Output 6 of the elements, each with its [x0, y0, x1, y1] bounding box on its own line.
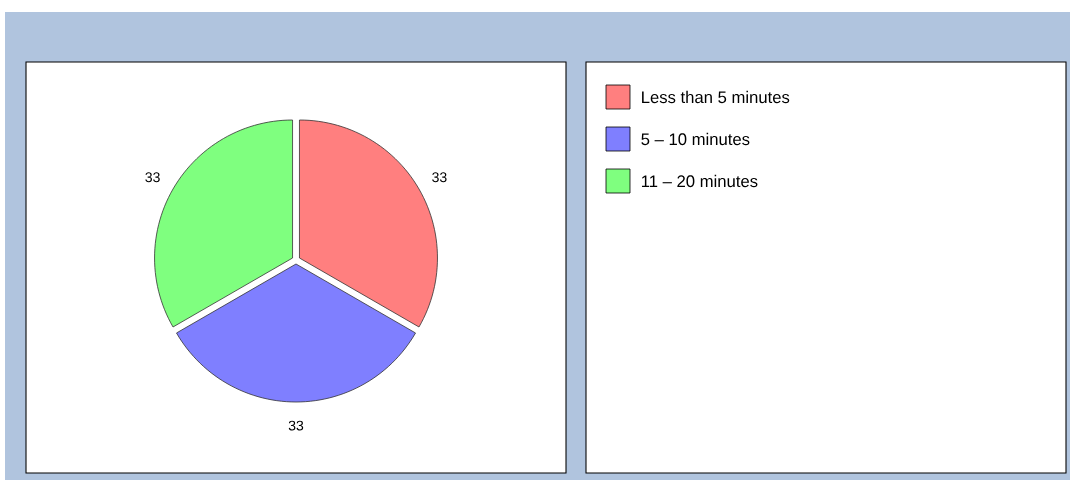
legend-label: 11 – 20 minutes	[641, 174, 758, 188]
legend-label: Less than 5 minutes	[642, 90, 790, 104]
legend-label: 5 – 10 minutes	[641, 132, 750, 146]
data-label: 33	[288, 420, 304, 431]
data-label: 33	[145, 172, 160, 183]
data-label: 33	[432, 172, 447, 183]
